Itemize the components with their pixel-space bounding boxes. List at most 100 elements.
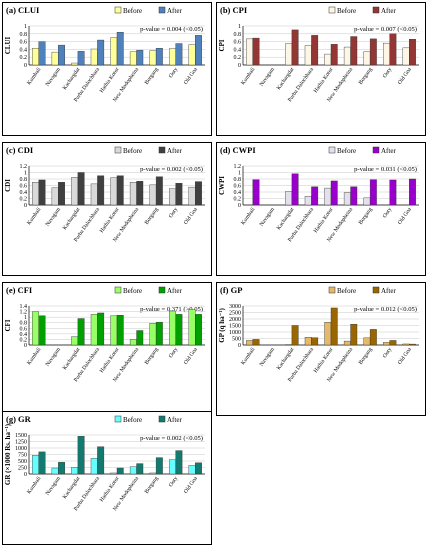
x-tick-label: Kachargdat bbox=[62, 475, 82, 500]
bar-before-0 bbox=[246, 340, 253, 346]
bar-before-8 bbox=[188, 186, 196, 206]
legend-label-before: Before bbox=[123, 287, 142, 295]
y-tick-label: 1.4 bbox=[20, 304, 28, 310]
y-tick-label: 1 bbox=[238, 24, 241, 30]
chart-title: (e) CFI bbox=[6, 285, 33, 295]
bar-after-8 bbox=[409, 343, 416, 346]
y-tick-label: 0.2 bbox=[20, 337, 28, 343]
y-tick-label: 1000 bbox=[229, 330, 241, 336]
legend-label-before: Before bbox=[337, 7, 356, 15]
bar-before-3 bbox=[304, 196, 312, 206]
y-tick-label: 0.2 bbox=[234, 197, 242, 203]
legend-label-before: Before bbox=[337, 147, 356, 155]
x-tick-label: Navagam bbox=[45, 66, 63, 88]
y-tick-label: 1000 bbox=[15, 446, 27, 452]
chart-panel-clui: (a) CLUI Before After p-value = 0.004 (<0.0… bbox=[2, 2, 212, 136]
bar-after-6 bbox=[155, 457, 163, 475]
bar-after-5 bbox=[136, 49, 144, 66]
bar-before-1 bbox=[51, 51, 59, 66]
bar-after-7 bbox=[389, 179, 397, 206]
x-tick-label: Navagam bbox=[45, 346, 63, 368]
x-tick-label: Old Goa bbox=[397, 66, 413, 86]
bar-before-3 bbox=[90, 458, 98, 475]
bar-after-4 bbox=[116, 175, 124, 206]
bar-before-5 bbox=[129, 466, 137, 475]
x-tick-label: Borgang bbox=[358, 207, 374, 226]
p-value-annotation: p-value = 0.371 (>0.05) bbox=[140, 306, 203, 313]
chart-title: (f) GP bbox=[220, 285, 242, 295]
bar-after-4 bbox=[330, 307, 338, 346]
chart-title: (c) CDI bbox=[6, 145, 34, 155]
x-tick-label: Kachargdat bbox=[276, 346, 296, 371]
x-tick-label: Hathia Kotor bbox=[313, 207, 335, 235]
x-tick-label: Borgang bbox=[358, 67, 374, 86]
bar-before-8 bbox=[402, 47, 410, 66]
bar-after-2 bbox=[77, 172, 85, 206]
legend-label-after: After bbox=[381, 287, 396, 295]
x-tick-label: Kachargdat bbox=[276, 206, 296, 231]
bar-before-3 bbox=[304, 337, 312, 346]
legend-swatch-after bbox=[372, 146, 380, 154]
legend-swatch-after bbox=[372, 6, 380, 14]
x-tick-label: Kumbali bbox=[26, 475, 42, 495]
bar-after-2 bbox=[77, 51, 85, 66]
bar-after-6 bbox=[369, 329, 377, 346]
x-tick-label: Kachargdat bbox=[276, 66, 296, 91]
legend-swatch-before bbox=[328, 6, 336, 14]
bar-before-8 bbox=[402, 343, 410, 346]
p-value-annotation: p-value = 0.002 (<0.05) bbox=[140, 166, 203, 173]
bar-after-2 bbox=[77, 318, 85, 346]
y-tick-label: 0.6 bbox=[234, 184, 242, 190]
bar-before-0 bbox=[32, 182, 39, 206]
x-tick-label: Ooty bbox=[168, 67, 179, 80]
y-tick-label: 0.4 bbox=[234, 190, 242, 196]
x-tick-label: Old Goa bbox=[183, 346, 199, 366]
legend-label-before: Before bbox=[123, 147, 142, 155]
bar-after-5 bbox=[136, 463, 144, 475]
y-tick-label: 2500 bbox=[229, 311, 241, 317]
y-tick-label: 0.6 bbox=[20, 40, 28, 46]
chart-panel-gp: (f) GP Before After p-value = 0.012 (<0.05)… bbox=[216, 282, 426, 416]
legend-label-before: Before bbox=[123, 7, 142, 15]
y-axis-label: CWPI bbox=[218, 176, 226, 195]
bar-after-0 bbox=[252, 339, 260, 346]
legend-swatch-before bbox=[328, 146, 336, 154]
bar-before-5 bbox=[129, 51, 137, 66]
bar-before-8 bbox=[188, 309, 196, 346]
chart-panel-gr: (g) GR Before After p-value = 0.002 (<0.05)… bbox=[2, 411, 212, 545]
p-value-annotation: p-value = 0.002 (<0.05) bbox=[140, 435, 203, 442]
y-tick-label: 1.2 bbox=[20, 164, 28, 170]
x-tick-label: Hathia Kotor bbox=[99, 476, 121, 504]
x-tick-label: Navagam bbox=[45, 206, 63, 228]
bar-after-6 bbox=[155, 48, 163, 66]
x-tick-label: Ooty bbox=[382, 207, 393, 220]
bar-after-7 bbox=[175, 43, 183, 66]
y-axis-label: CLUI bbox=[4, 36, 12, 54]
x-tick-label: Hathia Kotor bbox=[99, 347, 121, 375]
legend-swatch-after bbox=[158, 146, 166, 154]
x-tick-label: Navagam bbox=[45, 475, 63, 497]
x-tick-label: Kumbali bbox=[26, 206, 42, 226]
bar-before-7 bbox=[383, 342, 390, 346]
cdi-chart: (c) CDI Before After p-value = 0.002 (<0.05… bbox=[4, 145, 205, 243]
bar-before-1 bbox=[51, 467, 59, 475]
x-tick-label: Borgang bbox=[144, 67, 160, 86]
bar-before-5 bbox=[129, 339, 137, 346]
bar-after-7 bbox=[175, 450, 183, 475]
bar-before-5 bbox=[129, 182, 137, 206]
x-tick-label: Old Goa bbox=[183, 206, 199, 226]
x-tick-label: Borgang bbox=[358, 347, 374, 366]
legend-swatch-after bbox=[158, 6, 166, 14]
bar-after-5 bbox=[350, 36, 358, 66]
x-tick-label: Kumbali bbox=[26, 346, 42, 366]
bar-after-8 bbox=[409, 178, 416, 206]
bar-before-4 bbox=[110, 315, 118, 346]
y-tick-label: 3000 bbox=[229, 304, 241, 310]
bar-after-4 bbox=[116, 32, 124, 66]
y-tick-label: 0.4 bbox=[20, 332, 28, 338]
bar-before-6 bbox=[363, 51, 371, 66]
x-tick-label: Borgang bbox=[144, 476, 160, 495]
x-tick-label: Kumbali bbox=[240, 346, 256, 366]
x-tick-label: Old Goa bbox=[397, 206, 413, 226]
x-tick-label: Kachargdat bbox=[62, 206, 82, 231]
